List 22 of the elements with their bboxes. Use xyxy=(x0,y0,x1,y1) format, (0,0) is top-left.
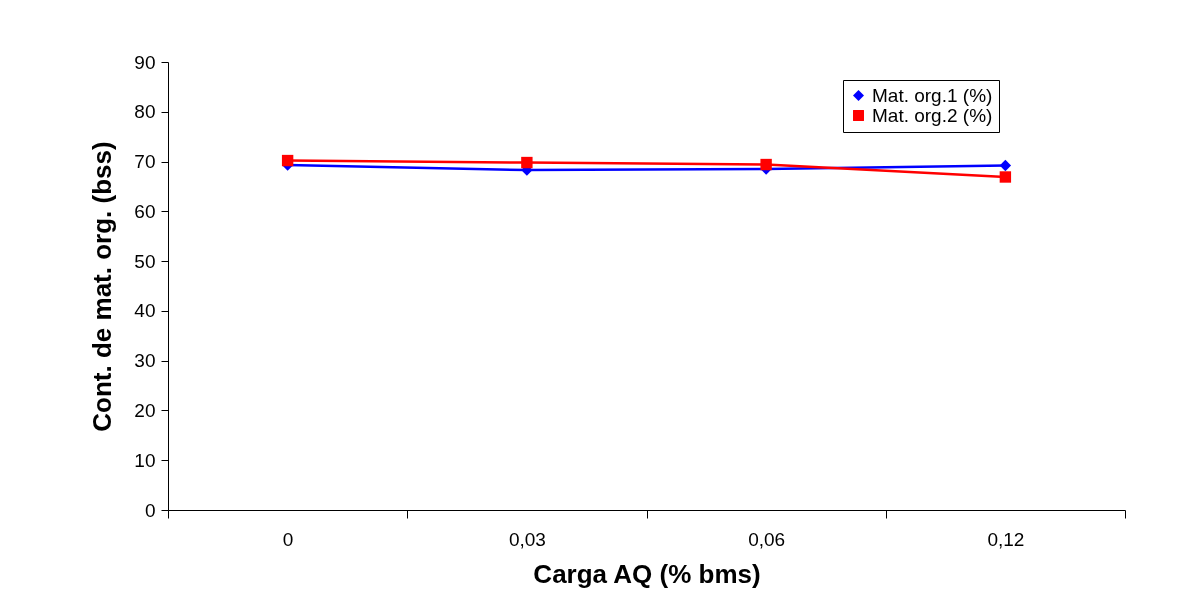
y-tick-label: 40 xyxy=(134,300,156,322)
x-axis-title: Carga AQ (% bms) xyxy=(533,558,761,589)
point xyxy=(521,156,533,169)
y-tick-label: 10 xyxy=(134,449,156,471)
point xyxy=(999,171,1012,183)
y-tick-label: 50 xyxy=(134,250,156,272)
y-tick-label: 70 xyxy=(134,151,156,173)
legend-label: Mat. org.1 (%) xyxy=(872,84,993,106)
y-tick-label: 60 xyxy=(134,200,156,222)
point xyxy=(281,154,294,167)
y-tick-label: 90 xyxy=(134,51,156,73)
y-axis-title: Cont. de mat. org. (bss) xyxy=(87,141,118,432)
x-tick-label: 0,12 xyxy=(987,528,1025,550)
y-tick-label: 80 xyxy=(134,101,156,123)
point xyxy=(760,158,772,171)
y-tick-label: 20 xyxy=(134,399,156,421)
y-tick-label: 0 xyxy=(144,499,156,521)
x-tick-label: 0,06 xyxy=(748,528,786,550)
x-tick-label: 0 xyxy=(282,528,294,550)
y-tick-label: 30 xyxy=(134,350,156,372)
x-tick-label: 0,03 xyxy=(508,528,546,550)
point xyxy=(999,159,1012,172)
